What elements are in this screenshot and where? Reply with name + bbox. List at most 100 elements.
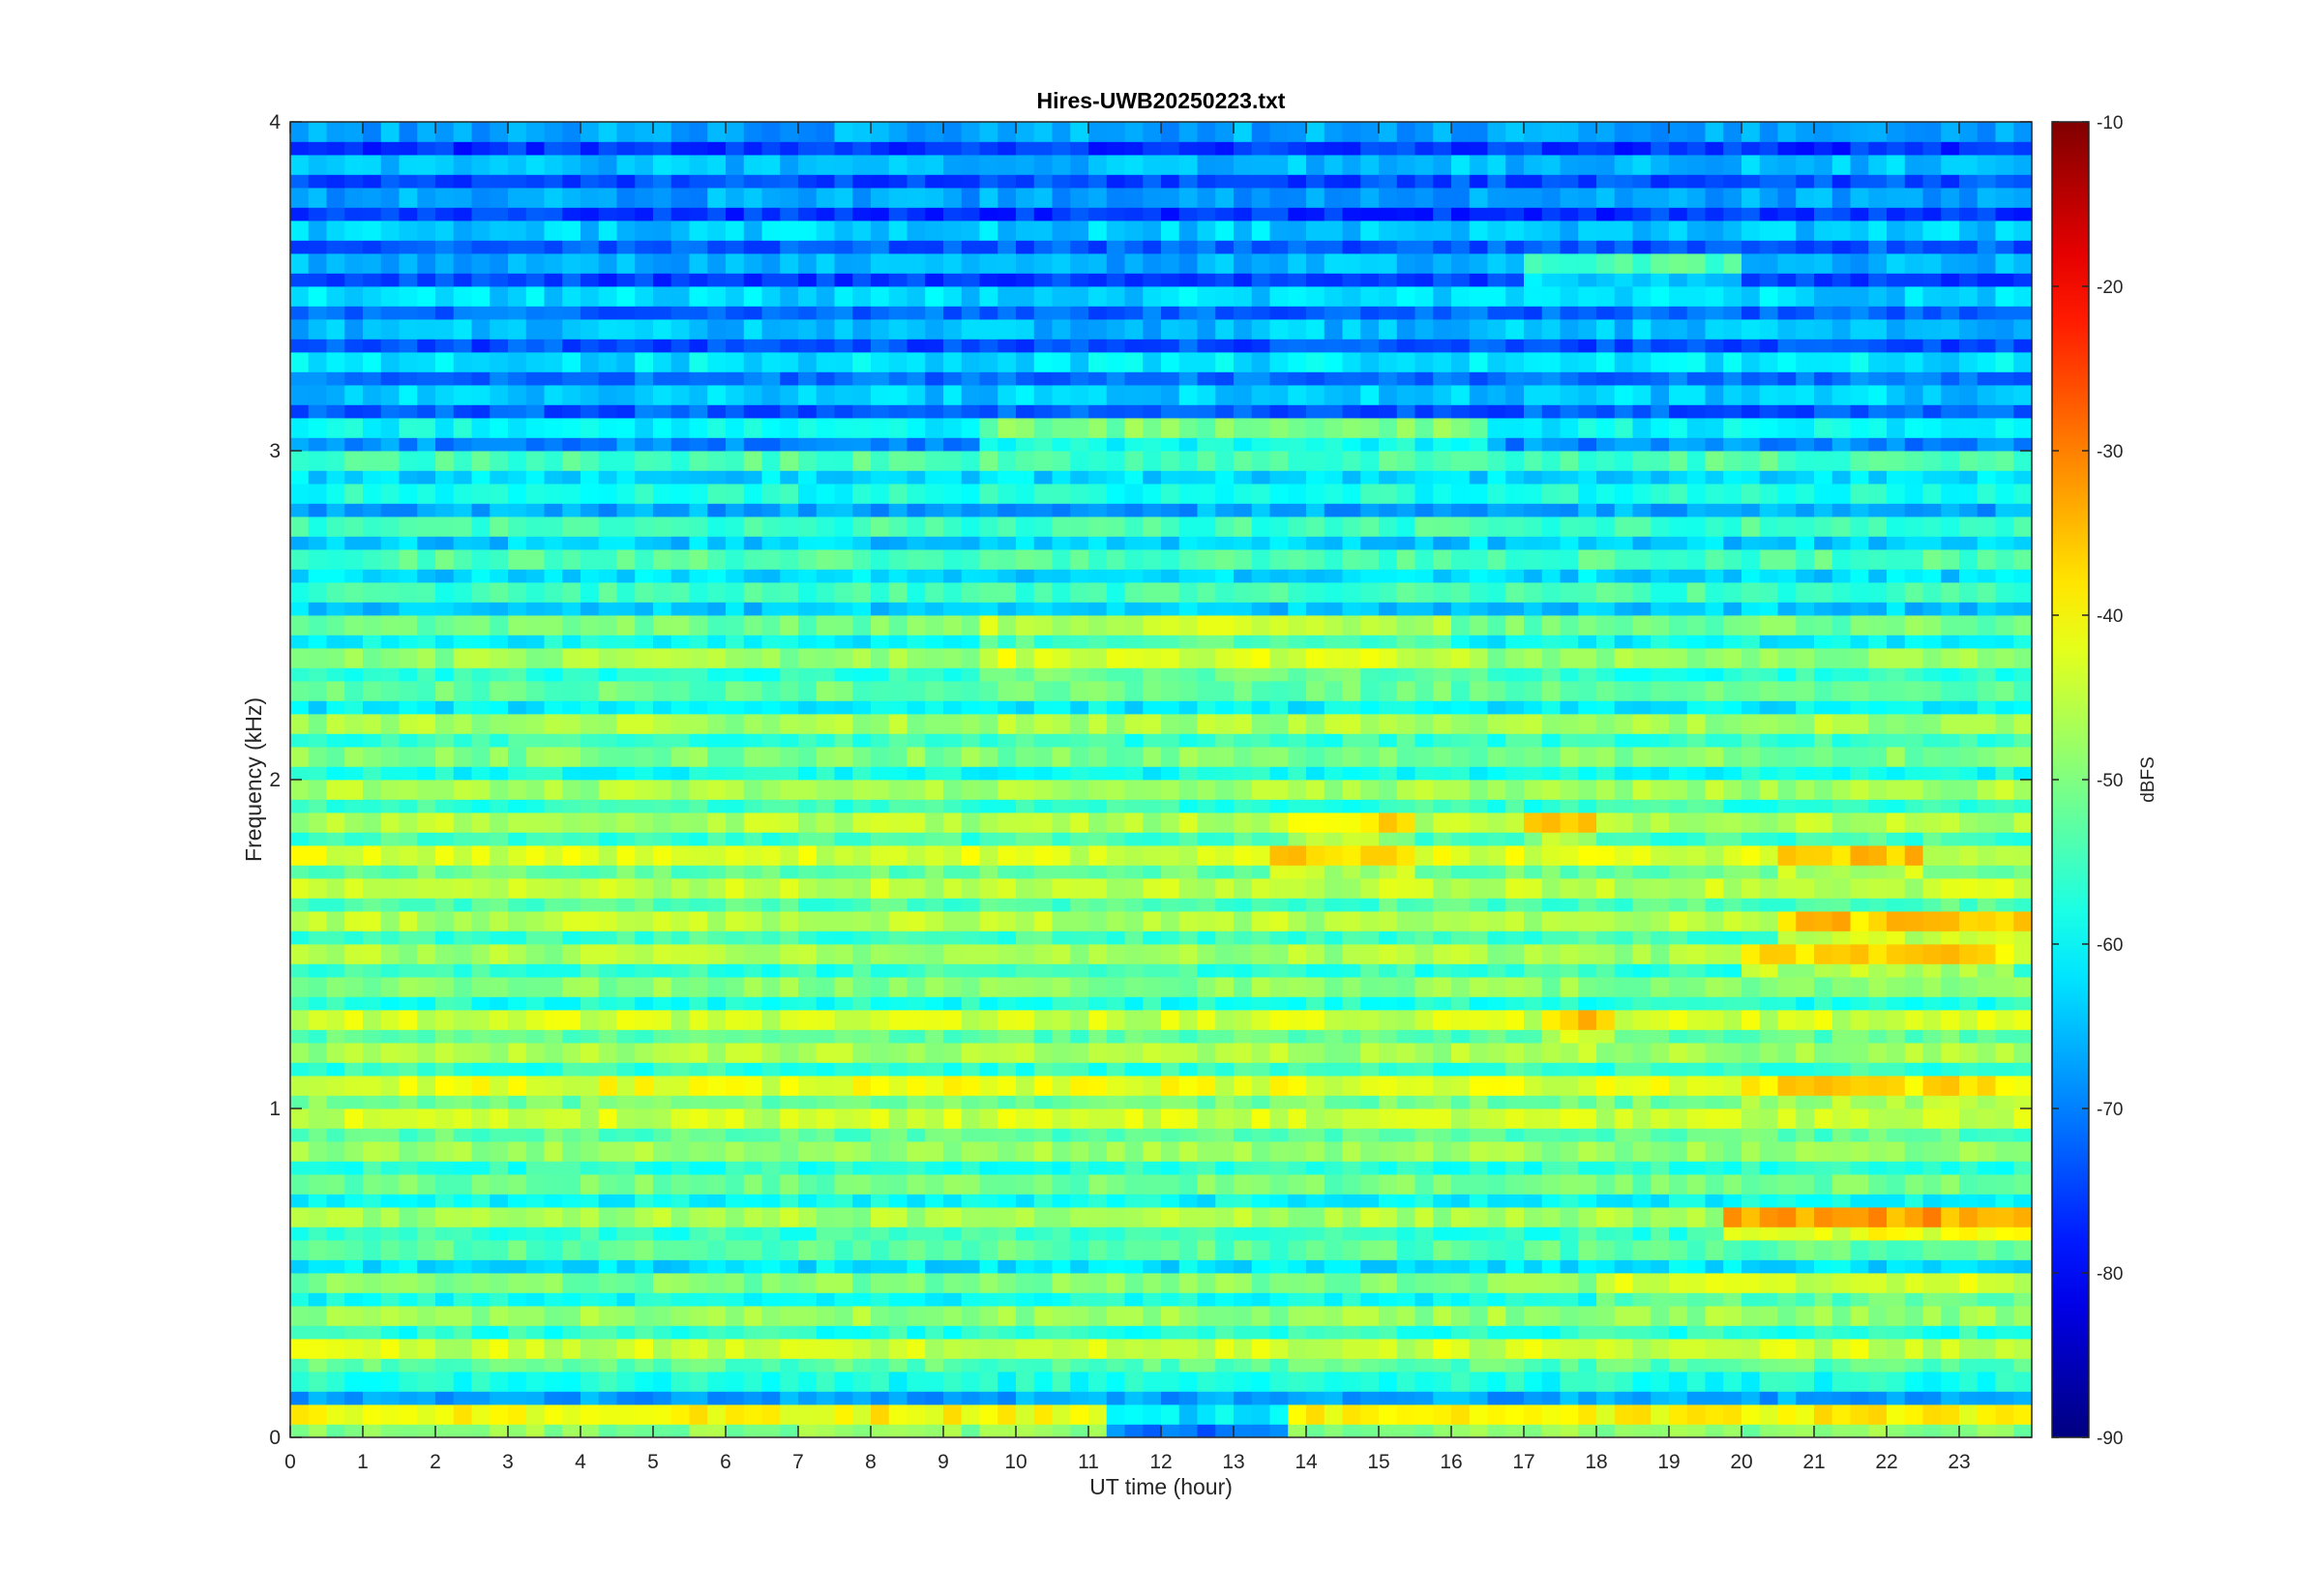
heatmap-cell	[1451, 865, 1471, 879]
heatmap-cell	[1251, 714, 1271, 734]
heatmap-cell	[816, 1259, 836, 1274]
heatmap-cell	[1831, 1240, 1852, 1260]
heatmap-cell	[1324, 1325, 1344, 1340]
heatmap-cell	[780, 1372, 799, 1392]
heatmap-cell	[1578, 1108, 1597, 1129]
heatmap-cell	[1669, 582, 1688, 603]
heatmap-cell	[1814, 1194, 1833, 1208]
heatmap-cell	[1705, 1372, 1724, 1392]
heatmap-cell	[1033, 878, 1054, 899]
heatmap-cell	[1705, 1391, 1724, 1405]
heatmap-cell	[1124, 780, 1144, 800]
heatmap-cell	[380, 766, 401, 781]
heatmap-cell	[761, 996, 781, 1011]
heatmap-cell	[1161, 714, 1180, 734]
heatmap-cell	[761, 1010, 781, 1030]
heatmap-cell	[1632, 1161, 1652, 1175]
heatmap-cell	[399, 878, 418, 899]
heatmap-cell	[1414, 1306, 1434, 1326]
heatmap-cell	[1560, 1424, 1579, 1438]
heatmap-cell	[1814, 865, 1833, 879]
heatmap-cell	[1469, 799, 1489, 813]
heatmap-cell	[399, 1128, 418, 1142]
heatmap-cell	[653, 845, 672, 866]
heatmap-cell	[1342, 1325, 1361, 1340]
heatmap-cell	[1887, 996, 1906, 1011]
heatmap-cell	[1959, 1194, 1979, 1208]
heatmap-cell	[689, 832, 708, 846]
heatmap-cell	[1922, 911, 1942, 931]
heatmap-cell	[417, 911, 436, 931]
heatmap-cell	[743, 1108, 763, 1129]
heatmap-cell	[326, 1095, 345, 1109]
heatmap-cell	[508, 1076, 527, 1096]
heatmap-cell	[1379, 878, 1398, 899]
heatmap-cell	[290, 1062, 310, 1077]
heatmap-cell	[653, 1391, 672, 1405]
heatmap-cell	[1469, 1227, 1489, 1241]
heatmap-cell	[616, 648, 636, 668]
heatmap-cell	[1197, 1339, 1216, 1359]
heatmap-cell	[1850, 1372, 1869, 1392]
heatmap-cell	[1596, 635, 1616, 649]
heatmap-cell	[816, 582, 836, 603]
heatmap-cell	[1016, 1194, 1035, 1208]
heatmap-cell	[1578, 635, 1597, 649]
heatmap-cell	[1669, 1259, 1688, 1274]
heatmap-cell	[471, 1227, 491, 1241]
heatmap-cell	[508, 878, 527, 899]
heatmap-cell	[1596, 1207, 1616, 1227]
heatmap-cell	[1324, 1240, 1344, 1260]
heatmap-cell	[1814, 1029, 1833, 1044]
heatmap-cell	[1596, 898, 1616, 912]
heatmap-cell	[907, 1273, 926, 1293]
heatmap-cell	[907, 1062, 926, 1077]
heatmap-cell	[435, 963, 455, 978]
heatmap-cell	[1651, 1424, 1670, 1438]
heatmap-cell	[707, 1207, 727, 1227]
heatmap-cell	[1288, 582, 1307, 603]
heatmap-cell	[1831, 733, 1852, 748]
heatmap-cell	[925, 1404, 944, 1425]
heatmap-cell	[1033, 1062, 1054, 1077]
heatmap-cell	[417, 1358, 436, 1373]
heatmap-cell	[1033, 1207, 1054, 1227]
heatmap-cell	[344, 582, 364, 603]
heatmap-cell	[1977, 1358, 1997, 1373]
heatmap-cell	[308, 1372, 328, 1392]
heatmap-cell	[834, 845, 853, 866]
heatmap-cell	[1596, 1292, 1616, 1307]
heatmap-cell	[363, 878, 382, 899]
heatmap-cell	[1143, 1029, 1162, 1044]
heatmap-cell	[1887, 1404, 1906, 1425]
heatmap-cell	[1541, 1240, 1562, 1260]
heatmap-cell	[1578, 996, 1597, 1011]
heatmap-cell	[1596, 667, 1616, 682]
heatmap-cell	[961, 1273, 981, 1293]
heatmap-cell	[1143, 635, 1162, 649]
heatmap-cell	[743, 1273, 763, 1293]
heatmap-cell	[979, 1161, 998, 1175]
heatmap-cell	[1016, 733, 1035, 748]
heatmap-cell	[1124, 865, 1144, 879]
heatmap-cell	[1052, 1194, 1071, 1208]
heatmap-cell	[1614, 1273, 1634, 1293]
heatmap-cell	[1614, 1292, 1634, 1307]
heatmap-cell	[1614, 1043, 1634, 1063]
heatmap-cell	[1922, 1062, 1942, 1077]
heatmap-cell	[471, 898, 491, 912]
heatmap-cell	[1578, 832, 1597, 846]
heatmap-cell	[1033, 1424, 1054, 1438]
heatmap-cell	[598, 681, 618, 701]
heatmap-cell	[1887, 1259, 1906, 1274]
heatmap-cell	[580, 635, 600, 649]
heatmap-cell	[453, 977, 473, 997]
heatmap-cell	[1161, 1029, 1180, 1044]
heatmap-cell	[2013, 1062, 2033, 1077]
heatmap-cell	[399, 714, 418, 734]
heatmap-cell	[1850, 667, 1869, 682]
heatmap-cell	[1796, 602, 1815, 616]
heatmap-cell	[943, 602, 963, 616]
heatmap-cell	[1016, 1174, 1035, 1195]
heatmap-cell	[1360, 1062, 1380, 1077]
